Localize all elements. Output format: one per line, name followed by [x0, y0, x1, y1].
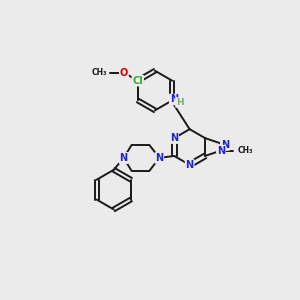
Text: N: N: [170, 94, 178, 104]
Text: H: H: [176, 98, 184, 107]
Text: N: N: [217, 146, 225, 156]
Text: N: N: [120, 153, 128, 163]
Text: O: O: [120, 68, 128, 78]
Text: N: N: [155, 153, 164, 163]
Text: N: N: [170, 133, 178, 143]
Text: N: N: [120, 153, 128, 163]
Text: N: N: [221, 140, 229, 150]
Text: N: N: [186, 160, 194, 170]
Text: CH₃: CH₃: [92, 68, 107, 77]
Text: CH₃: CH₃: [238, 146, 253, 155]
Text: Cl: Cl: [132, 76, 143, 85]
